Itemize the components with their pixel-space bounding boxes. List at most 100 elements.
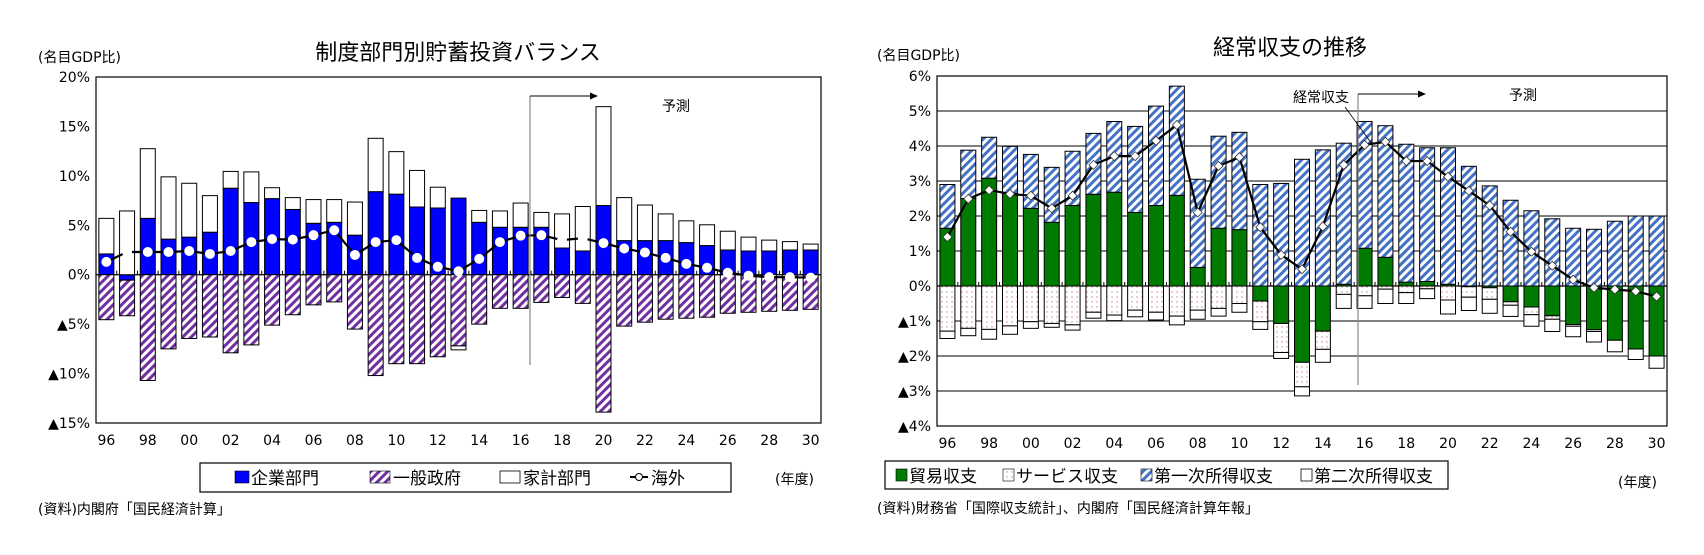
- left-forecast-label: 予測: [662, 99, 690, 115]
- right-line-marker: [1109, 151, 1120, 162]
- right-line-marker: [1651, 291, 1662, 302]
- right-xtick-label: 98: [980, 436, 998, 452]
- left-ytick-label: 5%: [68, 218, 90, 234]
- legend-label-household: 家計部門: [523, 469, 591, 489]
- left-bar-一般政府: [491, 274, 508, 309]
- left-line-marker: [536, 230, 547, 241]
- right-bar-貿易収支: [1022, 207, 1039, 287]
- right-bar-サービス収支: [960, 285, 977, 329]
- left-bar-企業部門: [471, 221, 488, 276]
- right-bar-第一次所得収支: [1127, 125, 1144, 213]
- right-bar-第二次所得収支: [1314, 348, 1331, 363]
- right-bar-第一次所得収支: [1377, 125, 1394, 258]
- left-bar-企業部門: [636, 240, 653, 276]
- left-bar-家計部門: [636, 204, 653, 242]
- left-xtick-label: 02: [222, 433, 240, 449]
- left-bar-家計部門: [139, 148, 156, 219]
- left-line-marker: [619, 243, 630, 254]
- right-bar-第一次所得収支: [1440, 147, 1456, 285]
- right-bar-第二次所得収支: [1335, 293, 1352, 309]
- right-bar-第二次所得収支: [1252, 321, 1269, 330]
- right-bar-第一次所得収支: [1460, 165, 1477, 287]
- left-line-marker: [515, 230, 526, 241]
- right-bar-貿易収支: [1043, 221, 1060, 287]
- legend-label-overseas: 海外: [651, 469, 685, 489]
- left-ytick-label: 0%: [68, 268, 90, 284]
- left-line-marker: [142, 246, 153, 257]
- left-bar-家計部門: [326, 199, 343, 223]
- left-line-marker: [101, 256, 112, 267]
- right-bar-第二次所得収支: [1377, 288, 1394, 304]
- left-ytick-label: 10%: [59, 169, 90, 185]
- right-bar-第二次所得収支: [1398, 292, 1415, 304]
- right-bar-貿易収支: [1356, 247, 1373, 287]
- right-xtick-label: 12: [1272, 436, 1290, 452]
- left-chart-title: 制度部門別貯蓄投資バランス: [315, 41, 601, 66]
- right-bar-貿易収支: [1064, 205, 1081, 287]
- right-line-marker: [1213, 160, 1224, 172]
- left-line-marker: [432, 261, 443, 272]
- legend-swatch-trade: [895, 468, 908, 482]
- right-bar-サービス収支: [1252, 300, 1269, 323]
- right-bar-第二次所得収支: [1064, 324, 1081, 331]
- right-line-marker: [1025, 190, 1036, 201]
- right-xtick-label: 16: [1356, 436, 1374, 452]
- left-bar-企業部門: [574, 250, 591, 276]
- left-bar-一般政府: [388, 274, 405, 365]
- left-line-marker: [370, 237, 381, 248]
- left-line-marker: [329, 225, 340, 236]
- right-bar-第二次所得収支: [1419, 288, 1436, 300]
- right-ytick-label: ▲4%: [898, 419, 931, 435]
- right-ytick-label: ▲3%: [898, 384, 931, 400]
- left-bar-家計部門: [160, 176, 177, 240]
- right-bar-第二次所得収支: [1231, 303, 1248, 313]
- right-line-marker: [1150, 135, 1162, 146]
- right-bar-貿易収支: [1294, 285, 1310, 363]
- right-line-marker: [942, 231, 953, 243]
- left-line-marker: [453, 266, 464, 277]
- legend-label-trade: 貿易収支: [909, 467, 977, 487]
- left-ytick-label: ▲15%: [48, 416, 90, 432]
- left-bar-家計部門: [699, 224, 716, 247]
- right-bar-第一次所得収支: [1356, 121, 1373, 249]
- right-ytick-label: 6%: [909, 69, 931, 85]
- right-bar-サービス収支: [1335, 285, 1352, 295]
- left-bar-家計部門: [388, 151, 405, 195]
- right-bar-第一次所得収支: [1419, 147, 1436, 282]
- right-line-marker: [1234, 152, 1245, 163]
- right-xtick-label: 04: [1105, 436, 1123, 452]
- right-line-marker: [1463, 185, 1474, 196]
- right-line-marker: [1296, 264, 1308, 275]
- right-bar-第二次所得収支: [1544, 318, 1561, 332]
- left-y-unit: (名目GDP比): [38, 50, 121, 66]
- right-xtick-label: 30: [1648, 436, 1666, 452]
- right-bar-第二次所得収支: [1294, 386, 1310, 397]
- left-bar-一般政府: [512, 274, 529, 309]
- right-source: (資料)財務省「国際収支統計」、内閣府「国民経済計算年報」: [877, 501, 1259, 517]
- left-bar-家計部門: [284, 197, 301, 210]
- right-line-marker: [1568, 274, 1579, 285]
- right-line-marker: [1255, 222, 1266, 233]
- right-bar-第二次所得収支: [1523, 314, 1540, 327]
- left-bar-一般政府: [119, 279, 136, 317]
- left-bar-一般政府: [139, 274, 156, 381]
- right-bar-サービス収支: [1502, 301, 1519, 306]
- right-bar-第二次所得収支: [1127, 309, 1144, 318]
- right-bar-サービス収支: [1356, 285, 1373, 297]
- right-bar-第二次所得収支: [939, 330, 956, 339]
- right-bar-第二次所得収支: [1106, 314, 1123, 322]
- left-xtick-label: 14: [470, 433, 488, 449]
- left-bar-家計部門: [450, 345, 467, 351]
- right-bar-第二次所得収支: [1148, 311, 1164, 321]
- right-line-marker: [1088, 159, 1099, 170]
- left-bar-一般政府: [699, 274, 716, 318]
- right-chart-title: 経常収支の推移: [1213, 36, 1367, 61]
- left-bar-企業部門: [761, 250, 778, 276]
- right-bar-第二次所得収支: [1043, 322, 1060, 328]
- left-bar-企業部門: [781, 249, 798, 276]
- right-bar-第一次所得収支: [1565, 227, 1582, 287]
- right-bar-第一次所得収支: [1273, 182, 1290, 287]
- right-bar-第二次所得収支: [1085, 311, 1102, 319]
- left-bar-一般政府: [284, 274, 301, 316]
- left-line-marker: [784, 272, 795, 283]
